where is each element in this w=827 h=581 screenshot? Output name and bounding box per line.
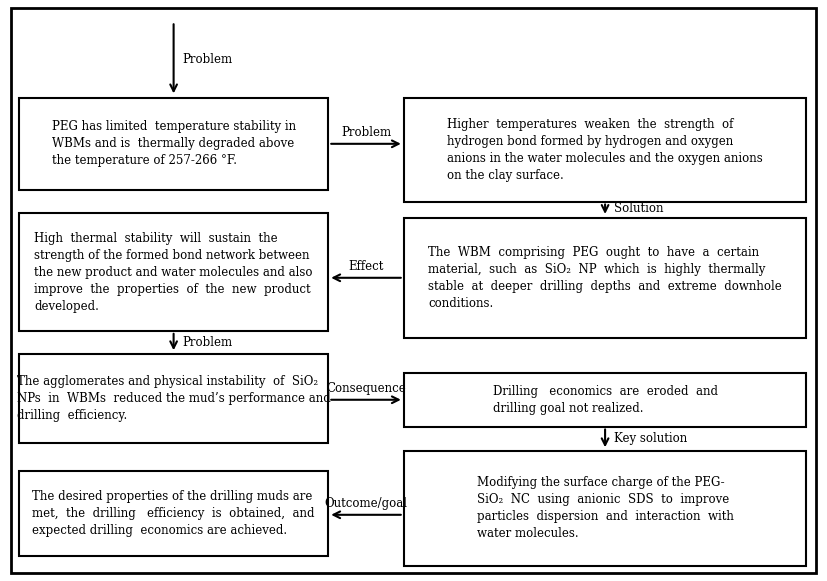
Text: PEG has limited  temperature stability in
WBMs and is  thermally degraded above
: PEG has limited temperature stability in… xyxy=(51,120,296,167)
Bar xyxy=(404,218,806,338)
Text: Consequence: Consequence xyxy=(326,382,406,394)
Bar xyxy=(404,451,806,566)
Text: Effect: Effect xyxy=(348,260,384,272)
Text: Problem: Problem xyxy=(341,125,391,139)
Bar xyxy=(404,98,806,202)
Bar xyxy=(19,471,328,557)
Bar xyxy=(19,213,328,331)
Text: The desired properties of the drilling muds are
met,  the  drilling   efficiency: The desired properties of the drilling m… xyxy=(32,490,315,537)
Bar xyxy=(404,373,806,426)
Text: High  thermal  stability  will  sustain  the
strength of the formed bond network: High thermal stability will sustain the … xyxy=(35,231,313,313)
Text: Outcome/goal: Outcome/goal xyxy=(324,497,408,510)
Text: The  WBM  comprising  PEG  ought  to  have  a  certain
material,  such  as  SiO₂: The WBM comprising PEG ought to have a c… xyxy=(428,246,782,310)
Text: Key solution: Key solution xyxy=(614,432,687,445)
Text: Problem: Problem xyxy=(183,336,232,349)
Text: Modifying the surface charge of the PEG-
SiO₂  NC  using  anionic  SDS  to  impr: Modifying the surface charge of the PEG-… xyxy=(476,476,734,540)
Text: Solution: Solution xyxy=(614,202,663,216)
Bar xyxy=(19,354,328,443)
Text: Problem: Problem xyxy=(183,53,232,66)
Text: Drilling   economics  are  eroded  and
drilling goal not realized.: Drilling economics are eroded and drilli… xyxy=(493,385,718,415)
Text: Higher  temperatures  weaken  the  strength  of
hydrogen bond formed by hydrogen: Higher temperatures weaken the strength … xyxy=(447,117,763,182)
Text: The agglomerates and physical instability  of  SiO₂
NPs  in  WBMs  reduced the m: The agglomerates and physical instabilit… xyxy=(17,375,331,422)
Bar xyxy=(19,98,328,190)
